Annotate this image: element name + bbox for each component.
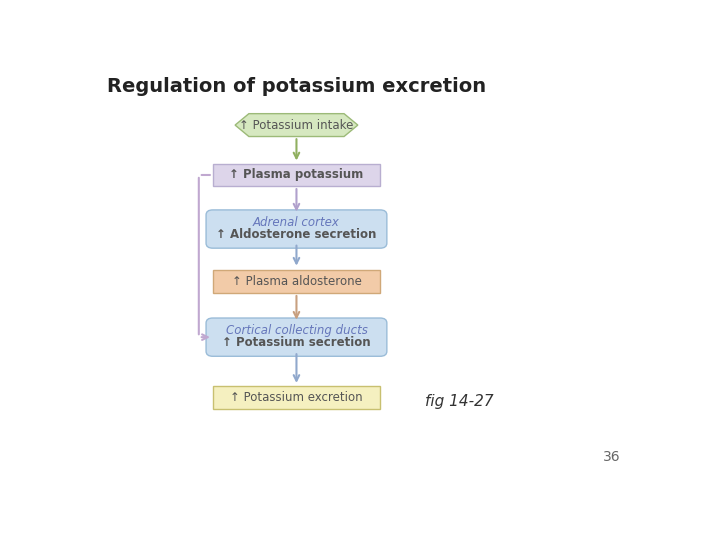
Text: fig 14-27: fig 14-27 (425, 394, 493, 409)
Text: ↑ Aldosterone secretion: ↑ Aldosterone secretion (216, 228, 377, 241)
Text: ↑ Plasma potassium: ↑ Plasma potassium (230, 168, 364, 181)
Polygon shape (235, 113, 358, 137)
Text: Regulation of potassium excretion: Regulation of potassium excretion (107, 77, 486, 96)
FancyBboxPatch shape (206, 210, 387, 248)
Text: ↑ Potassium secretion: ↑ Potassium secretion (222, 336, 371, 349)
FancyBboxPatch shape (213, 271, 380, 293)
FancyBboxPatch shape (213, 386, 380, 409)
Text: ↑ Potassium excretion: ↑ Potassium excretion (230, 391, 363, 404)
Text: Cortical collecting ducts: Cortical collecting ducts (225, 325, 367, 338)
FancyBboxPatch shape (213, 164, 380, 186)
Text: 36: 36 (603, 450, 620, 464)
FancyBboxPatch shape (206, 318, 387, 356)
Text: ↑ Plasma aldosterone: ↑ Plasma aldosterone (232, 275, 361, 288)
Text: Adrenal cortex: Adrenal cortex (253, 217, 340, 230)
Text: ↑ Potassium intake: ↑ Potassium intake (239, 119, 354, 132)
